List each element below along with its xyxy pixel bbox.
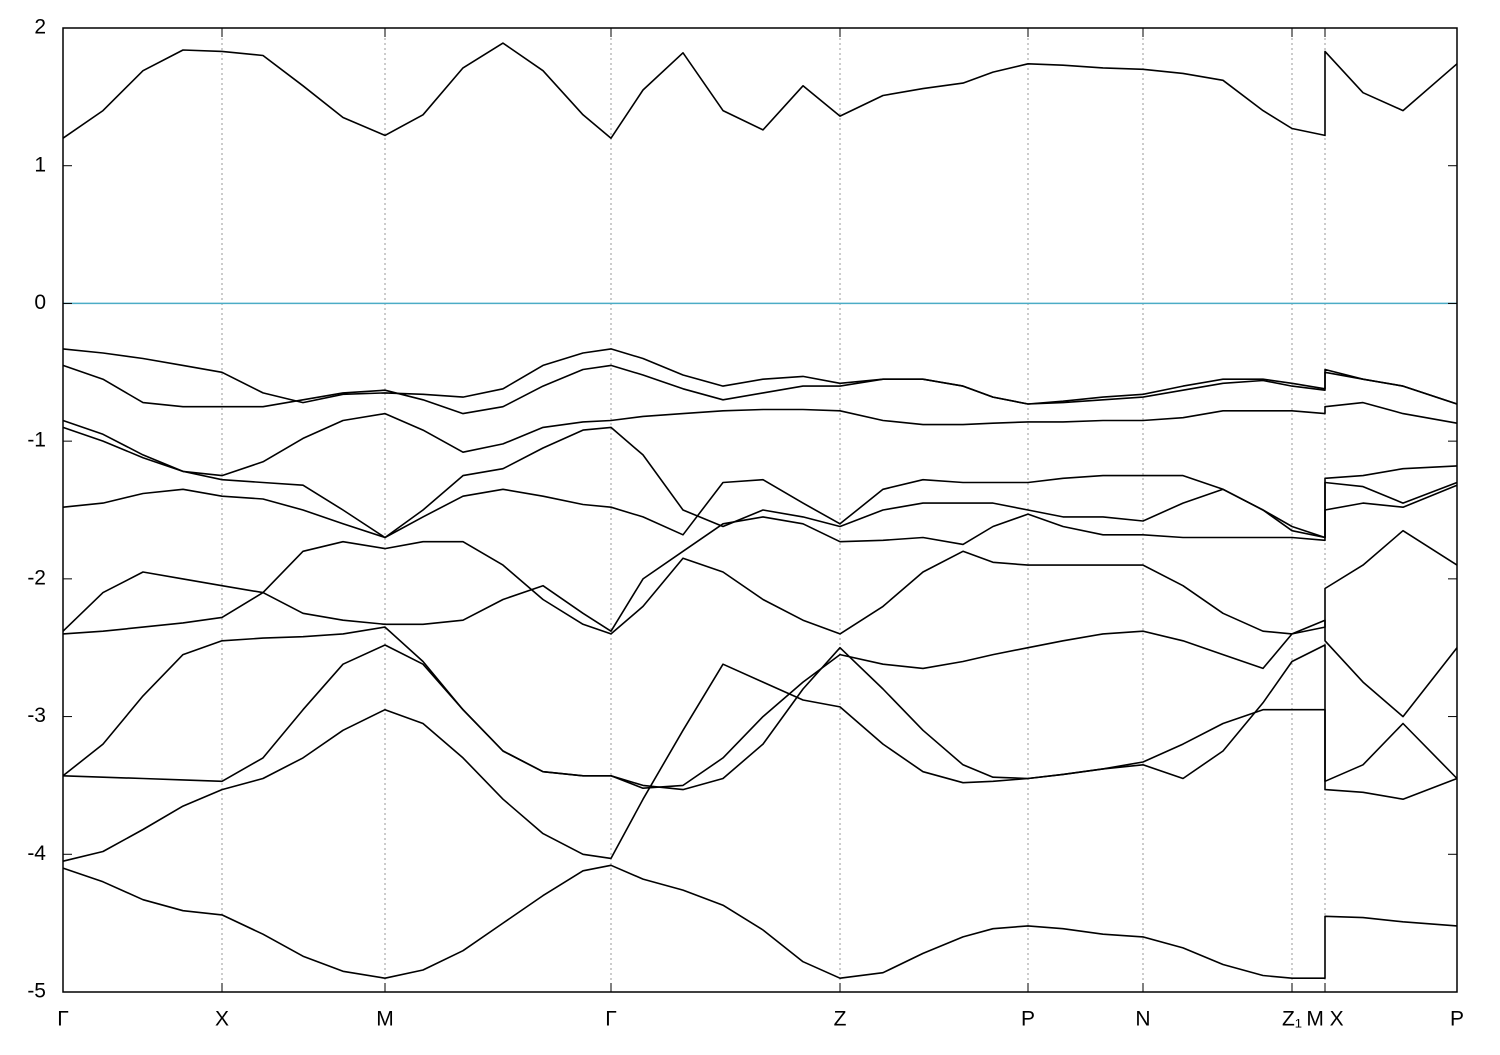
band-line [62,529,1458,635]
band-line [62,864,1458,979]
y-tick-label: -1 [27,429,46,452]
y-tick-label: -2 [27,566,46,589]
x-tick-label: Γ [605,1008,617,1031]
y-tick-label: 1 [34,153,46,176]
x-tick-label: X [215,1008,229,1031]
band-line [62,364,1458,415]
band-line [62,644,1458,791]
x-tick-label: M [376,1008,394,1031]
x-tick-label: Γ [57,1008,69,1031]
y-tick-label: 2 [34,16,46,39]
plot-frame [62,27,1458,993]
band-line [62,42,1458,139]
band-line [62,348,1458,405]
marks-layer [62,42,1458,979]
band-line [62,401,1458,477]
y-tick-label: -4 [27,842,46,865]
band-line [62,619,1458,789]
y-tick-label: 0 [34,291,46,314]
x-tick-label: P [1450,1008,1464,1031]
grid-layer [62,28,1458,992]
band-line [62,484,1458,632]
axes-layer: -5 -4 -3 -2 -1 0 1 2 Γ X M Γ Z P N Z₁ M X P [27,16,1464,1031]
x-tick-label: N [1135,1008,1150,1031]
x-tick-label: Z [834,1008,847,1031]
x-tick-label: M X [1306,1008,1343,1031]
band-line [62,426,1458,539]
band-line [62,474,1458,539]
y-tick-label: -5 [27,980,46,1003]
x-tick-label: P [1021,1008,1035,1031]
x-tick-label: Z₁ [1282,1008,1302,1031]
band-line [62,663,1458,862]
y-tick-label: -3 [27,704,46,727]
